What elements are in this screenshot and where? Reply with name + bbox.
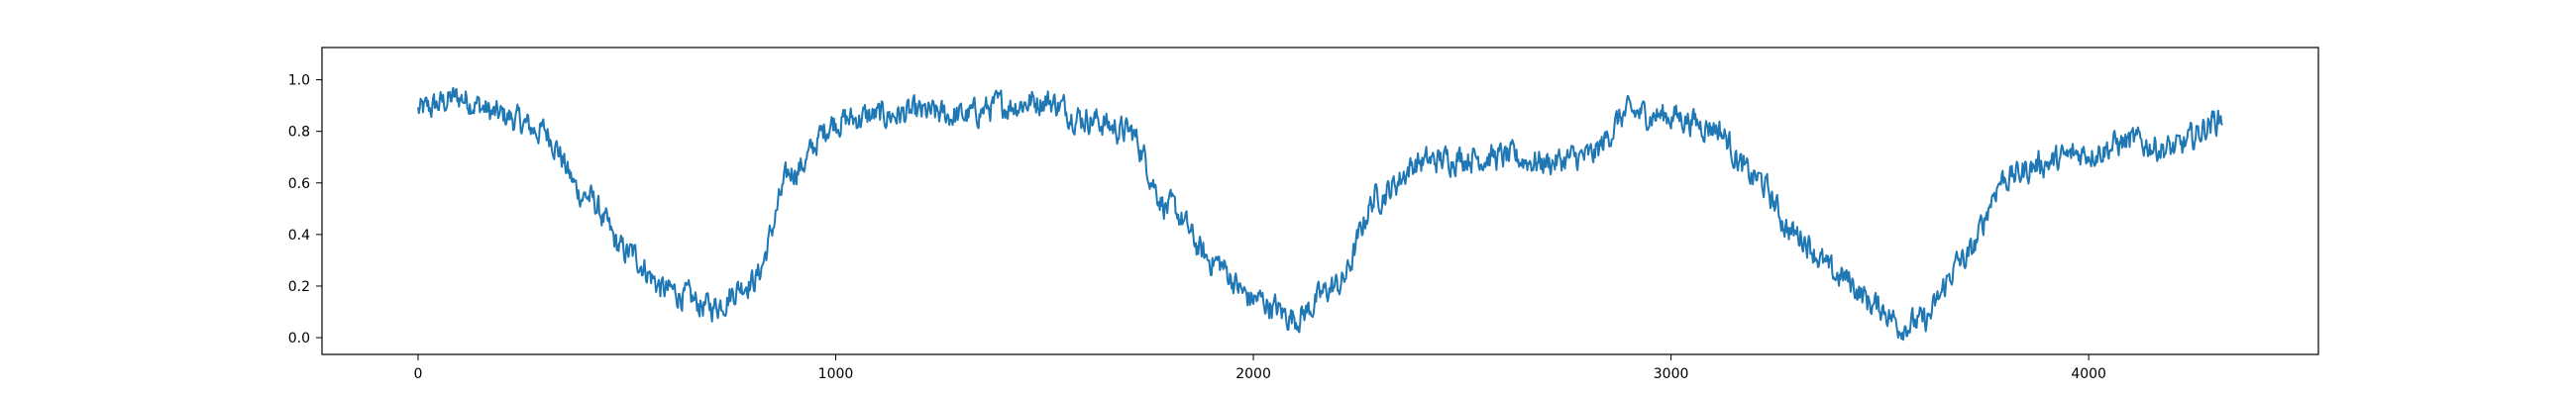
x-tick-label: 4000 <box>2071 366 2106 382</box>
y-tick-label: 1.0 <box>288 73 310 89</box>
y-axis: 0.0 0.2 0.4 0.6 0.8 1.0 <box>288 73 322 346</box>
y-tick-label: 0.0 <box>288 331 310 346</box>
y-tick-label: 0.8 <box>288 125 310 141</box>
y-tick-label: 0.4 <box>288 228 310 244</box>
x-tick-label: 0 <box>413 366 422 382</box>
x-tick-label: 2000 <box>1235 366 1271 382</box>
x-tick-label: 1000 <box>818 366 854 382</box>
y-tick-label: 0.6 <box>288 176 310 192</box>
x-axis: 0 1000 2000 3000 4000 <box>413 354 2106 382</box>
y-tick-label: 0.2 <box>288 279 310 295</box>
plot-frame <box>321 47 2319 355</box>
x-tick-label: 3000 <box>1654 366 1689 382</box>
series-line <box>417 86 2223 342</box>
